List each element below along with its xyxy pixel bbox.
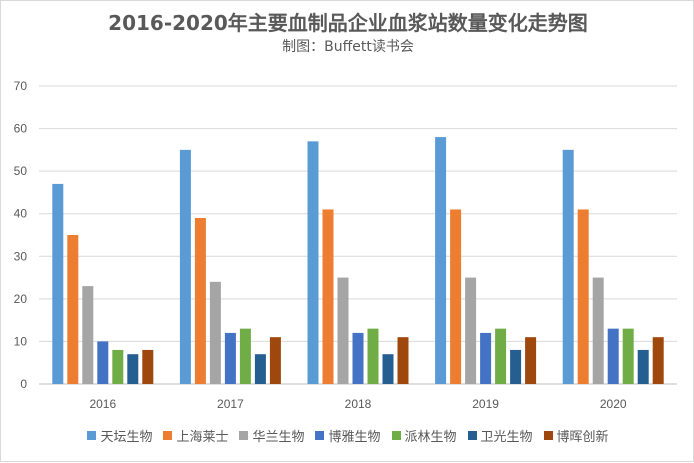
y-tick-label: 60: [14, 122, 28, 136]
bar-2018-天坛生物: [307, 141, 319, 384]
chart-subtitle: 制图：Buffett读书会: [282, 39, 414, 55]
y-tick-label: 70: [14, 79, 28, 93]
x-tick-label: 2016: [89, 397, 116, 411]
y-tick-label: 30: [14, 249, 28, 263]
legend-item: 博晖创新: [543, 426, 609, 445]
legend-item: 博雅生物: [315, 426, 381, 445]
legend-item: 华兰生物: [239, 426, 304, 445]
bar-2018-博雅生物: [352, 332, 364, 384]
legend-item: 派林生物: [391, 426, 457, 445]
legend-item: 卫光生物: [467, 426, 533, 445]
y-tick-label: 50: [14, 164, 28, 178]
bar-2019-天坛生物: [435, 137, 447, 384]
bar-2019-卫光生物: [510, 349, 522, 384]
legend-swatch: [543, 431, 553, 440]
bar-2018-上海莱士: [322, 209, 334, 384]
legend-item: 天坛生物: [87, 426, 152, 445]
bar-2019-上海莱士: [450, 209, 462, 384]
chart-title: 2016-2020年主要血制品企业血浆站数量变化走势图: [108, 11, 588, 35]
bar-2020-华兰生物: [592, 277, 604, 384]
legend-label: 博雅生物: [328, 430, 381, 445]
x-tick-label: 2019: [472, 397, 499, 411]
bar-2016-天坛生物: [52, 183, 64, 384]
bar-2020-博晖创新: [652, 337, 664, 384]
bar-2017-天坛生物: [179, 149, 191, 384]
y-tick-label: 40: [14, 207, 28, 221]
bar-2019-博晖创新: [525, 337, 537, 384]
bar-2016-上海莱士: [67, 235, 79, 384]
legend-swatch: [391, 431, 401, 440]
bar-2018-派林生物: [367, 328, 379, 384]
legend: 天坛生物 上海莱士 华兰生物 博雅生物 派林生物 卫光生物 博晖创新: [1, 426, 694, 445]
legend-label: 天坛生物: [100, 430, 153, 445]
bar-2016-华兰生物: [82, 286, 94, 384]
x-tick-label: 2018: [345, 397, 372, 411]
bar-2017-华兰生物: [209, 281, 221, 384]
bar-2020-上海莱士: [577, 209, 589, 384]
y-tick-label: 10: [14, 334, 28, 348]
x-tick-label: 2017: [217, 397, 244, 411]
bar-2016-博雅生物: [97, 341, 109, 384]
bar-2019-派林生物: [495, 328, 507, 384]
bar-2017-博雅生物: [224, 332, 236, 384]
bar-2019-华兰生物: [465, 277, 477, 384]
bar-2017-博晖创新: [269, 337, 281, 384]
bar-2017-派林生物: [239, 328, 251, 384]
legend-label: 上海莱士: [176, 430, 229, 445]
legend-label: 华兰生物: [252, 430, 305, 445]
legend-swatch: [87, 431, 97, 440]
bar-2020-派林生物: [622, 328, 634, 384]
bar-2019-博雅生物: [480, 332, 492, 384]
y-tick-label: 0: [20, 377, 27, 391]
bar-2017-卫光生物: [254, 354, 266, 384]
legend-swatch: [239, 431, 249, 440]
bar-2020-博雅生物: [607, 328, 619, 384]
bar-2016-卫光生物: [127, 354, 139, 384]
legend-label: 博晖创新: [556, 430, 609, 445]
bar-2018-博晖创新: [397, 337, 409, 384]
legend-label: 派林生物: [404, 430, 457, 445]
legend-swatch: [163, 431, 173, 440]
legend-item: 上海莱士: [163, 426, 228, 445]
bar-2020-卫光生物: [637, 349, 649, 384]
bar-2017-上海莱士: [194, 217, 206, 384]
legend-swatch: [315, 431, 325, 440]
bar-2018-卫光生物: [382, 354, 394, 384]
y-tick-label: 20: [14, 292, 28, 306]
bar-2016-派林生物: [112, 349, 124, 384]
legend-swatch: [467, 431, 477, 440]
bar-2016-博晖创新: [142, 349, 154, 384]
x-tick-label: 2020: [600, 397, 627, 411]
bar-2020-天坛生物: [562, 149, 574, 384]
bar-2018-华兰生物: [337, 277, 349, 384]
legend-label: 卫光生物: [480, 430, 533, 445]
